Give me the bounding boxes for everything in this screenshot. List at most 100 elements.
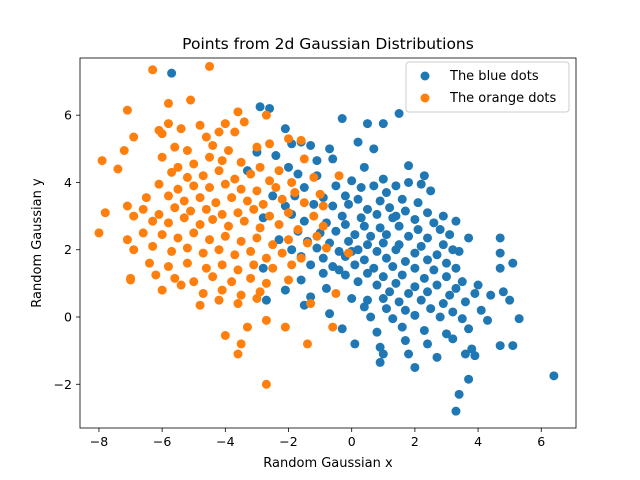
data-point	[208, 272, 218, 282]
data-point	[505, 295, 515, 305]
data-point	[198, 171, 208, 181]
data-point	[416, 295, 426, 305]
data-point	[306, 299, 316, 309]
data-point	[182, 146, 192, 155]
data-point	[126, 273, 136, 283]
data-point	[217, 285, 227, 295]
data-point	[249, 204, 259, 214]
data-point	[186, 95, 196, 105]
data-point	[176, 280, 186, 290]
data-point	[318, 221, 328, 231]
x-tick-label: −6	[153, 434, 171, 449]
data-point	[359, 302, 369, 312]
data-point	[258, 199, 268, 209]
data-point	[549, 371, 559, 381]
data-point	[233, 349, 243, 359]
data-point	[284, 208, 294, 218]
data-point	[325, 309, 335, 319]
data-point	[261, 379, 271, 389]
data-point	[423, 287, 433, 297]
data-point	[328, 322, 338, 332]
data-point	[182, 172, 192, 182]
data-point	[312, 243, 322, 253]
data-point	[280, 285, 290, 295]
data-point	[337, 324, 347, 334]
data-point	[448, 334, 458, 344]
data-point	[100, 208, 110, 218]
data-point	[236, 236, 246, 246]
data-point	[378, 272, 388, 282]
data-point	[163, 191, 173, 201]
data-point	[239, 216, 249, 226]
data-point	[445, 290, 455, 300]
data-point	[388, 314, 398, 324]
data-point	[163, 262, 173, 272]
data-point	[306, 292, 316, 302]
data-point	[246, 246, 256, 256]
data-point	[309, 199, 319, 209]
data-point	[122, 105, 132, 115]
data-point	[293, 169, 303, 179]
data-point	[394, 221, 404, 231]
data-point	[404, 231, 414, 241]
data-point	[265, 211, 275, 221]
data-point	[198, 288, 208, 298]
data-point	[182, 243, 192, 253]
data-point	[189, 181, 199, 191]
data-point	[255, 287, 265, 297]
data-point	[306, 140, 316, 150]
data-point	[163, 119, 173, 129]
data-point	[344, 236, 354, 246]
data-point	[151, 270, 161, 280]
data-point	[378, 119, 388, 129]
data-point	[470, 288, 480, 298]
data-point	[451, 263, 461, 273]
data-point	[391, 245, 401, 255]
data-point	[362, 119, 372, 129]
data-point	[157, 285, 167, 295]
data-point	[381, 188, 391, 198]
data-point	[404, 161, 414, 171]
legend-label-orange: The orange dots	[449, 91, 556, 106]
data-point	[252, 294, 262, 303]
data-point	[350, 260, 360, 270]
data-point	[201, 263, 211, 273]
data-point	[432, 250, 442, 260]
data-point	[514, 314, 524, 324]
data-point	[154, 179, 164, 189]
data-point	[426, 304, 436, 314]
data-point	[397, 194, 407, 204]
data-point	[252, 186, 262, 196]
data-point	[239, 117, 249, 127]
data-point	[230, 250, 240, 260]
data-point	[223, 221, 233, 231]
data-point	[435, 312, 445, 322]
data-point	[242, 322, 252, 332]
data-point	[198, 248, 208, 258]
data-point	[391, 278, 401, 288]
data-point	[170, 142, 180, 152]
data-point	[265, 176, 275, 186]
data-point	[391, 211, 401, 221]
data-point	[227, 277, 237, 287]
data-point	[246, 169, 256, 179]
data-point	[186, 206, 196, 216]
data-point	[176, 124, 186, 134]
data-point	[189, 228, 199, 238]
axes-frame	[79, 57, 577, 429]
data-point	[205, 61, 215, 71]
data-point	[438, 211, 448, 221]
data-point	[268, 240, 278, 250]
data-point	[375, 357, 385, 367]
data-point	[369, 263, 379, 273]
data-point	[309, 211, 319, 221]
data-point	[208, 214, 218, 224]
data-point	[473, 280, 483, 290]
data-point	[400, 257, 410, 266]
data-point	[438, 240, 448, 250]
data-point	[122, 201, 132, 211]
data-point	[464, 324, 474, 334]
data-point	[163, 98, 173, 108]
data-point	[233, 208, 243, 218]
